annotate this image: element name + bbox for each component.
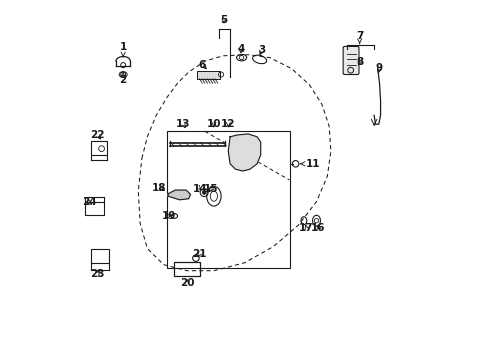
Text: 15: 15	[203, 184, 218, 194]
Text: 12: 12	[221, 119, 235, 129]
Polygon shape	[228, 134, 260, 171]
Text: 19: 19	[162, 211, 176, 221]
Text: 13: 13	[176, 119, 190, 129]
Text: 2: 2	[119, 72, 126, 85]
Text: 22: 22	[90, 130, 104, 140]
FancyBboxPatch shape	[343, 46, 358, 75]
Text: 7: 7	[355, 31, 363, 44]
Text: 6: 6	[198, 60, 206, 70]
Text: 9: 9	[375, 63, 382, 73]
Bar	[91, 249, 108, 263]
Text: 5: 5	[220, 15, 227, 25]
Text: 17: 17	[299, 222, 313, 233]
Text: 24: 24	[81, 197, 96, 207]
Text: 10: 10	[206, 119, 221, 129]
Text: 3: 3	[258, 45, 265, 55]
Bar	[167, 131, 289, 268]
Circle shape	[202, 191, 205, 194]
Polygon shape	[168, 190, 190, 200]
Text: 23: 23	[89, 269, 104, 279]
Bar	[197, 71, 220, 79]
Bar	[174, 262, 200, 276]
Text: 18: 18	[152, 183, 166, 193]
Bar	[85, 202, 104, 215]
Text: 14: 14	[192, 184, 207, 194]
Text: 20: 20	[179, 278, 194, 288]
Text: 4: 4	[237, 44, 244, 54]
Text: 16: 16	[310, 222, 325, 233]
Text: 21: 21	[192, 249, 206, 259]
Bar	[91, 141, 106, 155]
Text: 11: 11	[300, 159, 320, 169]
Text: 8: 8	[355, 57, 363, 67]
Text: 1: 1	[119, 42, 126, 57]
